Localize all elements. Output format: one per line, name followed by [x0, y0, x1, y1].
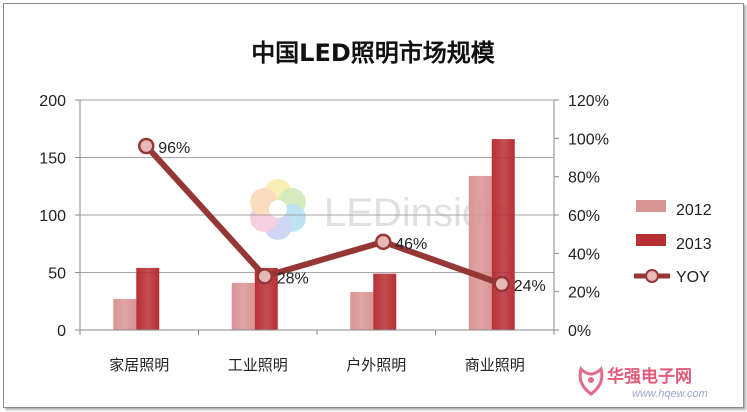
left-axis-ticks: 200 150 100 50 0	[39, 93, 66, 340]
category-label: 商业照明	[465, 356, 525, 374]
yoy-data-label: 46%	[395, 236, 427, 253]
watermark: LEDinside	[250, 179, 506, 240]
bar-2012-3	[468, 175, 492, 330]
legend-swatch-yoy-marker	[645, 269, 659, 283]
bar-2013-2	[373, 273, 397, 330]
bars	[113, 139, 515, 330]
legend: 2012 2013 YOY	[634, 200, 712, 286]
axes	[75, 99, 559, 335]
right-axis-tick-label: 20%	[568, 285, 600, 302]
bar-2012-1	[231, 282, 255, 330]
yoy-point-0	[138, 137, 155, 155]
right-axis-tick-label: 60%	[568, 208, 600, 225]
right-axis-tick-label: 40%	[568, 246, 600, 263]
bar-2013-1	[254, 267, 278, 330]
bar-2012-2	[350, 292, 374, 330]
legend-label: 2012	[676, 202, 712, 219]
site-logo-url: www.hqew.com	[632, 388, 708, 400]
yoy-data-label: 96%	[158, 140, 190, 157]
chart-frame: LEDinside 中国LED照明市场规模 200 150 100 50 0 120% 1…	[3, 3, 744, 408]
right-axis-tick-label: 100%	[568, 131, 609, 148]
watermark-flower-icon	[250, 179, 306, 240]
bar-2012-0	[113, 298, 137, 330]
left-axis-tick-label: 200	[39, 93, 66, 110]
legend-label: YOY	[676, 269, 710, 286]
yoy-point-1	[256, 268, 273, 285]
right-axis-tick-label: 120%	[568, 93, 609, 110]
right-axis-tick-label: 80%	[568, 170, 600, 187]
left-axis-tick-label: 100	[39, 208, 66, 225]
legend-swatch-2012	[636, 200, 666, 212]
legend-label: 2013	[676, 236, 712, 253]
category-label: 户外照明	[346, 356, 406, 374]
yoy-point-2	[375, 233, 392, 251]
site-logo: 华强电子网 www.hqew.com	[578, 366, 708, 400]
left-axis-tick-label: 150	[39, 151, 66, 168]
category-label: 工业照明	[228, 356, 288, 374]
site-logo-icon	[578, 366, 604, 396]
legend-swatch-2013	[636, 234, 666, 246]
left-axis-tick-label: 0	[57, 323, 66, 340]
yoy-point-3	[493, 275, 510, 293]
yoy-series-line	[144, 143, 503, 287]
right-axis-tick-label: 0%	[568, 323, 591, 340]
category-label: 家居照明	[109, 356, 169, 374]
left-axis-tick-label: 50	[48, 266, 66, 283]
category-labels: 家居照明 工业照明 户外照明 商业照明	[109, 356, 525, 374]
bar-2013-0	[136, 267, 160, 330]
site-logo-name: 华强电子网	[607, 366, 692, 387]
chart-title: 中国LED照明市场规模	[251, 39, 496, 67]
yoy-data-label: 24%	[514, 278, 546, 295]
yoy-data-label: 28%	[277, 270, 309, 287]
bar-2013-3	[491, 139, 515, 330]
yoy-line: 96% 28% 46% 24%	[138, 137, 546, 295]
right-axis-ticks: 120% 100% 80% 60% 40% 20% 0%	[568, 93, 609, 340]
